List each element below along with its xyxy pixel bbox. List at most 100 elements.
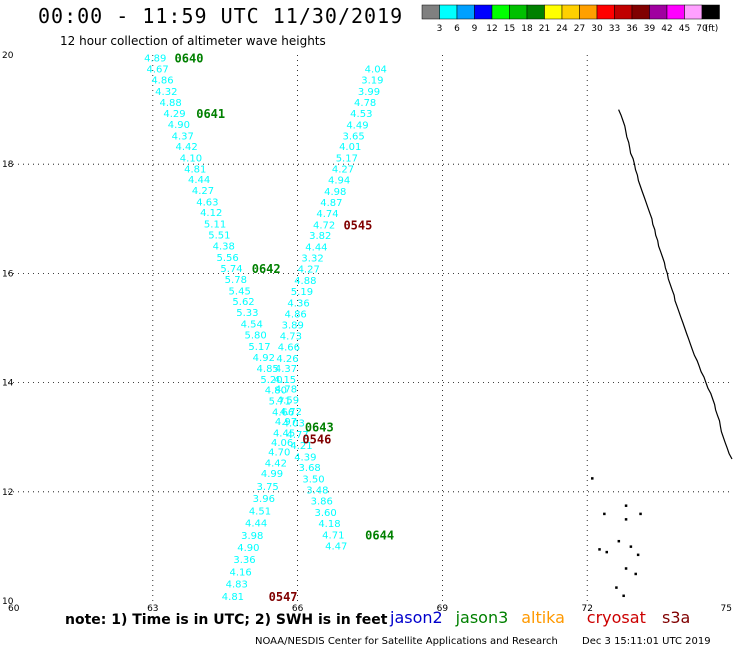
island-mark bbox=[624, 518, 628, 521]
wave-height-label: 3.48 bbox=[306, 486, 328, 497]
wave-height-label: 4.85 bbox=[257, 364, 279, 375]
wave-height-label: 3.36 bbox=[233, 555, 255, 566]
wave-height-label: 4.80 bbox=[265, 386, 287, 397]
color-scale-swatch bbox=[701, 4, 720, 20]
wave-height-label: 4.42 bbox=[175, 142, 197, 153]
island-mark bbox=[624, 567, 628, 570]
pass-time-label: 0642 bbox=[252, 262, 281, 276]
color-scale-swatch bbox=[684, 4, 703, 20]
wave-height-label: 4.72 bbox=[280, 407, 302, 418]
color-scale-label: 30 bbox=[591, 24, 603, 34]
wave-height-label: 3.50 bbox=[302, 475, 324, 486]
wave-height-label: 4.73 bbox=[280, 332, 302, 343]
wave-height-label: 4.06 bbox=[271, 438, 293, 449]
wave-height-label: 4.18 bbox=[318, 519, 340, 530]
satellite-legend-jason3: jason3 bbox=[455, 608, 509, 627]
color-scale-label: 27 bbox=[574, 24, 585, 34]
wave-height-label: 4.01 bbox=[339, 142, 361, 153]
color-scale-label: 12 bbox=[486, 24, 497, 34]
wave-height-label: 3.86 bbox=[311, 497, 333, 508]
wave-height-label: 3.32 bbox=[301, 254, 323, 265]
wave-height-label: 4.70 bbox=[268, 447, 290, 458]
island-mark bbox=[622, 594, 625, 598]
wave-height-label: 4.97 bbox=[275, 417, 297, 428]
color-scale-swatch bbox=[491, 4, 510, 20]
wave-height-label: 4.83 bbox=[226, 580, 248, 591]
island-mark bbox=[624, 504, 628, 507]
island-mark bbox=[598, 548, 601, 551]
color-scale-label: 36 bbox=[626, 24, 638, 34]
wave-height-label: 4.27 bbox=[192, 186, 214, 197]
satellite-legend-s3a: s3a bbox=[662, 608, 691, 627]
wave-height-label: 4.99 bbox=[261, 469, 283, 480]
color-scale-swatch bbox=[596, 4, 615, 20]
wave-height-label: 4.44 bbox=[305, 243, 327, 254]
wave-height-label: 3.96 bbox=[253, 494, 275, 505]
wave-height-label: 4.88 bbox=[160, 98, 182, 109]
color-scale-label: 39 bbox=[644, 24, 656, 34]
satellite-legend-altika: altika bbox=[521, 608, 565, 627]
wave-height-label: 4.89 bbox=[144, 54, 166, 65]
wave-height-label: 5.56 bbox=[216, 253, 238, 264]
wave-height-label: 5.45 bbox=[229, 286, 251, 297]
x-tick-label: 66 bbox=[292, 604, 304, 614]
y-tick-label: 16 bbox=[2, 269, 14, 279]
wave-height-label: 5.17 bbox=[248, 342, 270, 353]
wave-height-label: 4.53 bbox=[350, 109, 372, 120]
wave-height-label: 4.21 bbox=[290, 441, 312, 452]
x-tick-label: 72 bbox=[581, 604, 592, 614]
wave-height-label: 3.65 bbox=[342, 131, 364, 142]
wave-height-label: 4.92 bbox=[253, 353, 275, 364]
color-scale-swatch bbox=[421, 4, 440, 20]
color-scale-swatch bbox=[439, 4, 458, 20]
color-scale-label: 15 bbox=[504, 24, 515, 34]
wave-height-label: 4.59 bbox=[277, 396, 299, 407]
wave-height-label: 4.36 bbox=[287, 298, 309, 309]
color-scale-swatch bbox=[666, 4, 685, 20]
wave-height-label: 5.11 bbox=[204, 220, 226, 231]
color-scale-swatch bbox=[509, 4, 528, 20]
wave-height-label: 4.54 bbox=[241, 320, 263, 331]
color-scale-label: 21 bbox=[539, 24, 550, 34]
island-mark bbox=[629, 545, 633, 548]
satellite-legend-cryosat: cryosat bbox=[586, 608, 646, 627]
wave-height-label: 3.75 bbox=[257, 482, 279, 493]
color-scale-label: 18 bbox=[521, 24, 533, 34]
wave-height-label: 4.66 bbox=[272, 408, 294, 419]
island-mark bbox=[636, 553, 640, 557]
x-tick-label: 75 bbox=[721, 604, 732, 614]
wave-height-label: 4.81 bbox=[222, 592, 244, 603]
wave-height-label: 4.87 bbox=[320, 198, 342, 209]
x-tick-label: 63 bbox=[147, 604, 158, 614]
wave-height-label: 4.38 bbox=[213, 242, 235, 253]
wave-height-label: 4.90 bbox=[237, 543, 259, 554]
wave-height-label: 4.42 bbox=[265, 458, 287, 469]
y-tick-label: 10 bbox=[2, 597, 14, 607]
wave-height-label: 3.98 bbox=[241, 531, 263, 542]
wave-height-label: 3.19 bbox=[361, 76, 383, 87]
island-mark bbox=[634, 572, 637, 576]
island-mark bbox=[605, 550, 609, 554]
color-scale-swatch bbox=[526, 4, 545, 20]
wave-height-label: 4.77 bbox=[286, 430, 308, 441]
color-scale-swatch bbox=[474, 4, 493, 20]
wave-height-label: 4.72 bbox=[313, 220, 335, 231]
wave-height-label: 4.32 bbox=[155, 87, 177, 98]
wave-height-label: 4.27 bbox=[298, 264, 320, 275]
color-scale-swatch bbox=[544, 4, 563, 20]
wave-height-label: 5.80 bbox=[244, 331, 266, 342]
wave-height-label: 4.66 bbox=[278, 343, 300, 354]
island-mark bbox=[617, 539, 621, 543]
color-scale-label: 70 bbox=[696, 24, 708, 34]
wave-height-label: 4.16 bbox=[230, 568, 252, 579]
footer-note: note: 1) Time is in UTC; 2) SWH is in fe… bbox=[65, 612, 388, 628]
wave-height-label: 4.44 bbox=[245, 518, 267, 529]
wave-height-label: 4.49 bbox=[346, 120, 368, 131]
wave-height-label: 3.82 bbox=[309, 231, 331, 242]
wave-height-label: 3.99 bbox=[358, 87, 380, 98]
x-tick-label: 60 bbox=[8, 604, 20, 614]
x-tick-label: 69 bbox=[437, 604, 449, 614]
wave-height-label: 5.51 bbox=[208, 231, 230, 242]
wave-height-label: 5.71 bbox=[269, 397, 291, 408]
wave-height-label: 5.20 bbox=[260, 375, 282, 386]
